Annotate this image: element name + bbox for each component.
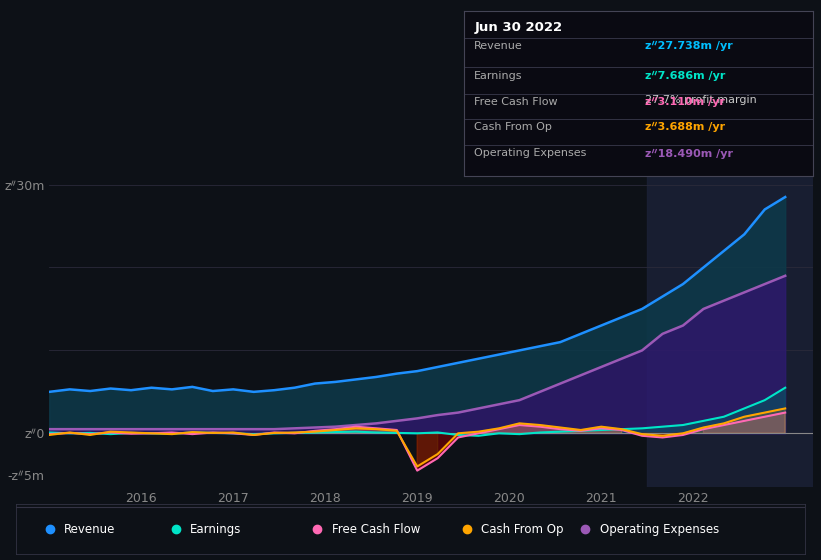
Bar <box>647 168 813 487</box>
Text: Earnings: Earnings <box>475 71 523 81</box>
Text: Cash From Op: Cash From Op <box>475 122 553 132</box>
Text: Revenue: Revenue <box>64 522 115 536</box>
Text: Earnings: Earnings <box>190 522 241 536</box>
Text: zᐥ3.688m /yr: zᐥ3.688m /yr <box>645 122 726 132</box>
Text: 27.7% profit margin: 27.7% profit margin <box>645 95 757 105</box>
Text: zᐥ3.110m /yr: zᐥ3.110m /yr <box>645 97 725 108</box>
Text: zᐥ27.738m /yr: zᐥ27.738m /yr <box>645 41 733 51</box>
Text: Jun 30 2022: Jun 30 2022 <box>475 21 562 34</box>
Text: zᐥ18.490m /yr: zᐥ18.490m /yr <box>645 148 733 158</box>
Text: Operating Expenses: Operating Expenses <box>599 522 719 536</box>
Text: Revenue: Revenue <box>475 41 523 51</box>
Text: Free Cash Flow: Free Cash Flow <box>332 522 420 536</box>
Text: Free Cash Flow: Free Cash Flow <box>475 97 558 107</box>
Text: Operating Expenses: Operating Expenses <box>475 148 587 158</box>
Text: zᐥ7.686m /yr: zᐥ7.686m /yr <box>645 71 726 81</box>
Text: Cash From Op: Cash From Op <box>481 522 564 536</box>
